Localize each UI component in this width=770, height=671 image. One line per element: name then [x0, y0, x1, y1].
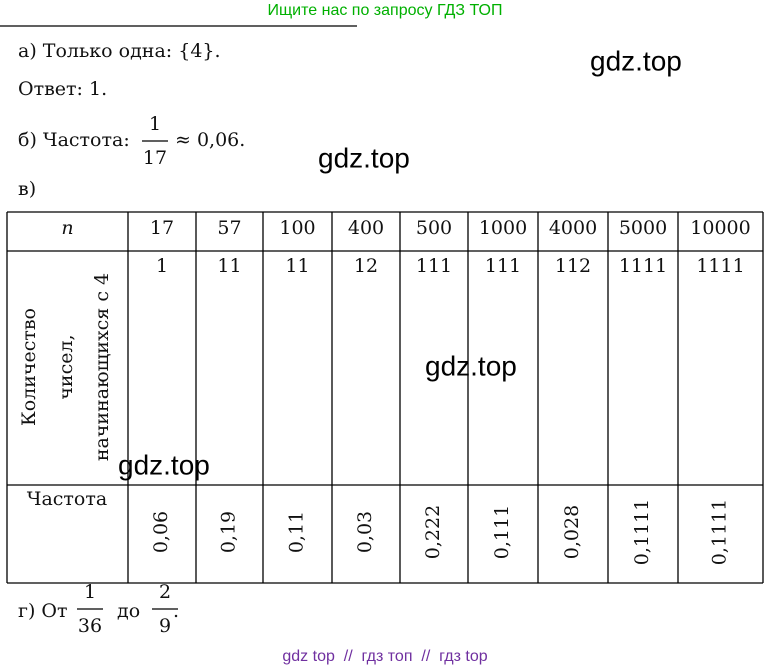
denominator: 9 [159, 615, 171, 637]
count-cell: 111 [485, 255, 521, 277]
count-cell: 1111 [619, 255, 667, 277]
count-label: начинающихся с 4 [91, 273, 113, 461]
search-link: Ищите нас по запросу ГДЗ ТОП [268, 2, 503, 19]
header-cell: 17 [150, 217, 174, 239]
count-label: Количество [18, 308, 40, 426]
header-cell: 10000 [690, 217, 750, 239]
freq-cell: 0,1111 [631, 499, 653, 565]
part-d-label: г) От [18, 600, 68, 622]
freq-cell: 0,03 [354, 511, 376, 553]
watermark: gdz.top [318, 142, 410, 173]
freq-cell: 0,11 [286, 511, 308, 553]
numerator: 1 [84, 581, 96, 603]
watermark: gdz.top [118, 449, 210, 480]
part-b-label: б) Частота: [18, 129, 130, 151]
denominator: 17 [143, 147, 167, 169]
count-cell: 11 [217, 255, 241, 277]
count-label: чисел, [55, 334, 77, 399]
count-cell: 11 [285, 255, 309, 277]
header-cell: 1000 [479, 217, 527, 239]
watermark: gdz.top [425, 350, 517, 381]
part-b-result: ≈ 0,06. [175, 129, 245, 151]
footer: gdz top // гдз топ // гдз top [282, 648, 487, 665]
numerator: 1 [149, 113, 161, 135]
freq-cell: 0,06 [150, 511, 172, 553]
watermark: gdz.top [590, 45, 682, 76]
answer: Ответ: 1. [18, 78, 107, 100]
header-cell: 4000 [549, 217, 597, 239]
header-cell: 5000 [619, 217, 667, 239]
part-d-between: до [117, 600, 140, 622]
header-cell: 100 [279, 217, 315, 239]
count-cell: 112 [555, 255, 591, 277]
header-cell: n [61, 217, 73, 239]
header-cell: 500 [416, 217, 452, 239]
header-cell: 400 [348, 217, 384, 239]
freq-cell: 0,19 [218, 511, 240, 553]
count-cell: 1111 [696, 255, 744, 277]
freq-cell: 0,222 [422, 505, 444, 559]
part-c: в) [18, 178, 36, 200]
count-cell: 12 [354, 255, 378, 277]
freq-label: Частота [27, 488, 107, 510]
header-cell: 57 [217, 217, 241, 239]
part-a: а) Только одна: {4}. [18, 40, 221, 62]
count-cell: 111 [416, 255, 452, 277]
part-d-end: . [173, 600, 179, 622]
freq-cell: 0,111 [491, 505, 513, 559]
freq-cell: 0,028 [561, 505, 583, 559]
freq-cell: 0,1111 [709, 499, 731, 565]
count-cell: 1 [156, 255, 168, 277]
numerator: 2 [159, 581, 171, 603]
denominator: 36 [78, 615, 102, 637]
